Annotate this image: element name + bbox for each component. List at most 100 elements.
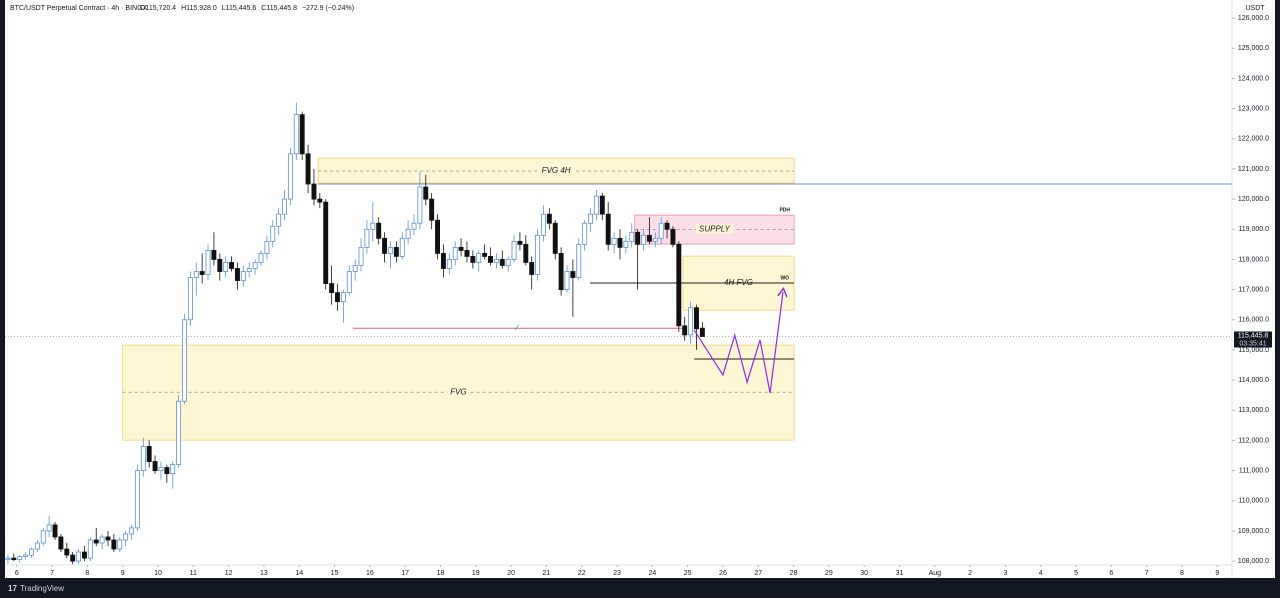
candle-body: [658, 222, 664, 239]
candle-body: [240, 271, 246, 281]
candle-body: [652, 237, 658, 242]
candle-body: [682, 325, 688, 336]
legend-value: H115,928.0: [181, 5, 217, 12]
candle-body: [129, 527, 134, 535]
y-tick-label: 108,000.0: [1238, 558, 1269, 565]
x-tick-label: 28: [790, 570, 798, 577]
candle-body: [646, 234, 652, 242]
candle-body: [464, 249, 470, 257]
x-tick-label: 15: [331, 570, 339, 577]
candle-body: [17, 556, 23, 560]
candle-body: [134, 470, 140, 529]
candle-body: [476, 253, 482, 263]
y-tick-label: 123,000.0: [1238, 105, 1269, 112]
candle-body: [293, 114, 299, 155]
candle-body: [93, 539, 99, 544]
candle-body: [505, 259, 511, 266]
price-label: 115,445.8: [1238, 332, 1269, 339]
x-tick-label: 11: [190, 570, 197, 577]
candle-body: [34, 542, 40, 550]
candle-body: [446, 259, 452, 269]
brand[interactable]: TradingView: [20, 584, 64, 593]
y-tick-label: 110,000.0: [1238, 498, 1269, 505]
candle-body: [146, 446, 152, 462]
candle-body: [23, 554, 29, 557]
x-tick-label: 7: [50, 570, 54, 577]
candle-body: [458, 246, 464, 251]
x-tick-label: 26: [719, 570, 727, 577]
candle-body: [76, 551, 82, 562]
y-tick-label: 120,000.0: [1238, 196, 1269, 203]
candle-body: [564, 271, 570, 291]
candle-body: [552, 222, 558, 254]
zone-label: SUPPLY: [699, 224, 731, 233]
candle-body: [323, 201, 329, 284]
candle-body: [287, 153, 293, 200]
candle-body: [470, 256, 476, 263]
x-tick-label: 8: [85, 570, 89, 577]
zone-label: FVG 4H: [542, 166, 571, 175]
x-tick-label: 2: [968, 570, 972, 577]
price-label-bg: [1234, 331, 1272, 348]
candle-body: [64, 548, 70, 556]
x-tick-label: 16: [366, 570, 374, 577]
y-tick-label: 125,000.0: [1238, 45, 1269, 52]
candle-body: [493, 259, 499, 263]
candle-body: [211, 249, 217, 260]
candle-body: [511, 240, 517, 260]
candle-body: [570, 271, 576, 278]
x-tick-label: 9: [121, 570, 125, 577]
x-tick-label: 8: [1180, 570, 1184, 577]
candle-body: [423, 186, 429, 200]
candle-body: [223, 262, 229, 272]
x-tick-label: 22: [578, 570, 586, 577]
candle-body: [276, 213, 282, 227]
y-tick-label: 112,000.0: [1238, 437, 1269, 444]
candle-body: [217, 259, 223, 272]
level-label: PDH: [779, 207, 790, 213]
candle-body: [282, 198, 287, 215]
x-tick-label: 19: [472, 570, 480, 577]
x-tick-label: 20: [507, 570, 515, 577]
candle-body: [340, 292, 346, 303]
zone-label-bg: [538, 166, 574, 176]
candle-body: [152, 461, 158, 472]
candle-body: [588, 213, 594, 224]
candle-body: [405, 228, 411, 239]
x-tick-label: 12: [225, 570, 233, 577]
candle-body: [440, 253, 446, 269]
candle-body: [117, 539, 123, 550]
brand-logo[interactable]: 17: [8, 584, 17, 593]
candle-body: [176, 400, 182, 465]
footer: [0, 578, 1280, 598]
candle-body: [605, 213, 611, 245]
candle-body: [52, 524, 58, 538]
candle-body: [46, 524, 52, 532]
candle-body: [258, 253, 264, 263]
left-edge: [0, 0, 5, 598]
candle-body: [29, 548, 34, 556]
candle-body: [488, 256, 493, 263]
candle-body: [670, 228, 676, 245]
plot: 108,000.0 109,000.0 110,000.0 111,000.0 112,…: [5, 15, 1272, 577]
x-tick-label: 25: [684, 570, 692, 577]
zone-label-bg: [696, 224, 734, 234]
candle-body: [329, 283, 335, 294]
candle-body: [558, 253, 564, 291]
candle-body: [364, 228, 370, 248]
candle-body: [452, 246, 458, 260]
candle-body: [199, 271, 205, 275]
candle-body: [311, 183, 317, 200]
candle-body: [105, 536, 111, 541]
candle-body: [234, 268, 240, 281]
x-tick-label: Aug: [929, 570, 942, 577]
candle-body: [87, 539, 93, 559]
candle-body: [335, 292, 340, 303]
candle-body: [182, 319, 187, 402]
x-tick-label: 13: [260, 570, 268, 577]
y-tick-label: 119,000.0: [1238, 226, 1269, 233]
candle-body: [582, 222, 588, 245]
x-tick-label: 6: [1109, 570, 1113, 577]
candle-body: [399, 237, 405, 257]
